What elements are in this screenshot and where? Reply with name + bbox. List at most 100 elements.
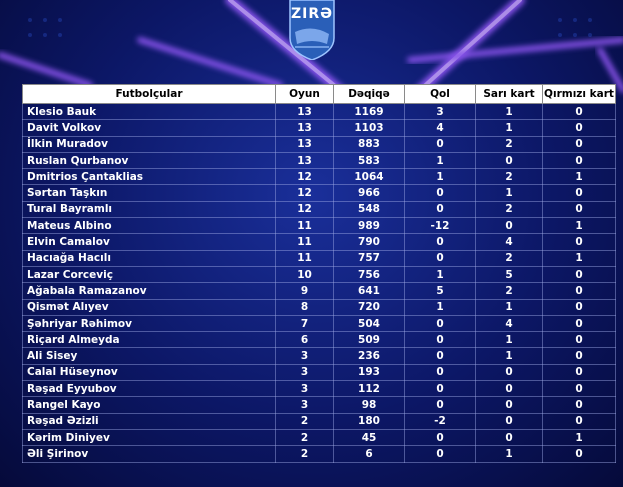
table-row: İlkin Muradov 13 883 0 2 0 <box>22 135 616 153</box>
player-name-cell: Qismət Alıyev <box>22 298 276 316</box>
red-cards-cell: 0 <box>542 396 616 414</box>
red-cards-cell: 0 <box>542 445 616 463</box>
goals-cell: 0 <box>404 396 476 414</box>
games-cell: 7 <box>275 314 334 333</box>
red-cards-cell: 0 <box>542 412 616 430</box>
table-row: Sərtan Taşkın 12 966 0 1 0 <box>22 184 616 202</box>
goals-cell: 0 <box>404 200 476 219</box>
yellow-cards-cell: 4 <box>475 314 543 333</box>
goals-cell: 0 <box>404 428 476 447</box>
minutes-cell: 757 <box>333 249 405 267</box>
goals-cell: 0 <box>404 314 476 333</box>
player-name-cell: Elvin Camalov <box>22 233 276 251</box>
yellow-cards-cell: 2 <box>475 200 543 219</box>
yellow-cards-cell: 0 <box>475 412 543 430</box>
player-name-cell: Tural Bayramlı <box>22 200 276 219</box>
red-cards-cell: 1 <box>542 168 616 186</box>
red-cards-cell: 0 <box>542 347 616 365</box>
table-row: Hacıağa Hacılı 11 757 0 2 1 <box>22 249 616 267</box>
player-name-cell: İlkin Muradov <box>22 135 276 153</box>
red-cards-cell: 0 <box>542 184 616 202</box>
red-cards-cell: 1 <box>542 217 616 235</box>
player-name-cell: Dmitrios Çantaklias <box>22 168 276 186</box>
goals-cell: 0 <box>404 184 476 202</box>
minutes-cell: 989 <box>333 217 405 235</box>
games-cell: 12 <box>275 184 334 202</box>
minutes-cell: 720 <box>333 298 405 316</box>
table-row: Rəşad Əzizli 2 180 -2 0 0 <box>22 412 616 430</box>
yellow-cards-cell: 2 <box>475 282 543 300</box>
minutes-cell: 509 <box>333 331 405 349</box>
club-logo: ZIRƏ <box>287 0 337 61</box>
minutes-cell: 583 <box>333 151 405 170</box>
red-cards-cell: 0 <box>542 298 616 316</box>
player-name-cell: Rəşad Əzizli <box>22 412 276 430</box>
table-row: Rəşad Eyyubov 3 112 0 0 0 <box>22 380 616 398</box>
player-name-cell: Ali Sisey <box>22 347 276 365</box>
player-stats-table: Futbolçular Oyun Dəqiqə Qol Sarı kart Qı… <box>22 84 616 463</box>
player-name-cell: Kərim Diniyev <box>22 428 276 447</box>
red-cards-cell: 1 <box>542 249 616 267</box>
table-row: Elvin Camalov 11 790 0 4 0 <box>22 233 616 251</box>
player-name-cell: Rəşad Eyyubov <box>22 380 276 398</box>
header-red-cards: Qırmızı kart <box>542 84 616 104</box>
table-row: Ruslan Qurbanov 13 583 1 0 0 <box>22 151 616 170</box>
games-cell: 12 <box>275 168 334 186</box>
games-cell: 13 <box>275 102 334 121</box>
minutes-cell: 1169 <box>333 102 405 121</box>
purple-light-beams <box>0 0 623 95</box>
shield-icon <box>289 0 335 61</box>
table-row: Dmitrios Çantaklias 12 1064 1 2 1 <box>22 168 616 186</box>
goals-cell: 1 <box>404 151 476 170</box>
table-row: Mateus Albino 11 989 -12 0 1 <box>22 217 616 235</box>
goals-cell: 0 <box>404 445 476 463</box>
goals-cell: 3 <box>404 102 476 121</box>
red-cards-cell: 0 <box>542 119 616 137</box>
red-cards-cell: 0 <box>542 314 616 333</box>
table-header-row: Futbolçular Oyun Dəqiqə Qol Sarı kart Qı… <box>22 84 616 104</box>
games-cell: 10 <box>275 265 334 284</box>
table-row: Şəhriyar Rəhimov 7 504 0 4 0 <box>22 314 616 333</box>
games-cell: 12 <box>275 200 334 219</box>
minutes-cell: 6 <box>333 445 405 463</box>
table-row: Əli Şirinov 2 6 0 1 0 <box>22 445 616 463</box>
yellow-cards-cell: 1 <box>475 347 543 365</box>
table-row: Ağabala Ramazanov 9 641 5 2 0 <box>22 282 616 300</box>
minutes-cell: 966 <box>333 184 405 202</box>
yellow-cards-cell: 4 <box>475 233 543 251</box>
yellow-cards-cell: 2 <box>475 249 543 267</box>
header-players: Futbolçular <box>22 84 276 104</box>
yellow-cards-cell: 2 <box>475 135 543 153</box>
table-row: Rangel Kayo 3 98 0 0 0 <box>22 396 616 414</box>
player-name-cell: Sərtan Taşkın <box>22 184 276 202</box>
table-row: Riçard Almeyda 6 509 0 1 0 <box>22 331 616 349</box>
goals-cell: 0 <box>404 380 476 398</box>
minutes-cell: 180 <box>333 412 405 430</box>
red-cards-cell: 0 <box>542 363 616 382</box>
games-cell: 11 <box>275 217 334 235</box>
table-row: Klesio Bauk 13 1169 3 1 0 <box>22 102 616 121</box>
table-row: Ali Sisey 3 236 0 1 0 <box>22 347 616 365</box>
minutes-cell: 193 <box>333 363 405 382</box>
header-goals: Qol <box>404 84 476 104</box>
goals-cell: -12 <box>404 217 476 235</box>
yellow-cards-cell: 0 <box>475 363 543 382</box>
red-cards-cell: 1 <box>542 428 616 447</box>
goals-cell: 1 <box>404 298 476 316</box>
goals-cell: -2 <box>404 412 476 430</box>
games-cell: 3 <box>275 396 334 414</box>
games-cell: 2 <box>275 428 334 447</box>
minutes-cell: 1103 <box>333 119 405 137</box>
table-row: Calal Hüseynov 3 193 0 0 0 <box>22 363 616 382</box>
player-name-cell: Şəhriyar Rəhimov <box>22 314 276 333</box>
games-cell: 6 <box>275 331 334 349</box>
player-name-cell: Lazar Corceviç <box>22 265 276 284</box>
yellow-cards-cell: 0 <box>475 217 543 235</box>
table-row: Qismət Alıyev 8 720 1 1 0 <box>22 298 616 316</box>
table-body: Klesio Bauk 13 1169 3 1 0 Davit Volkov 13 1103 4 1… <box>22 102 616 463</box>
games-cell: 13 <box>275 151 334 170</box>
player-name-cell: Klesio Bauk <box>22 102 276 121</box>
yellow-cards-cell: 1 <box>475 331 543 349</box>
minutes-cell: 504 <box>333 314 405 333</box>
